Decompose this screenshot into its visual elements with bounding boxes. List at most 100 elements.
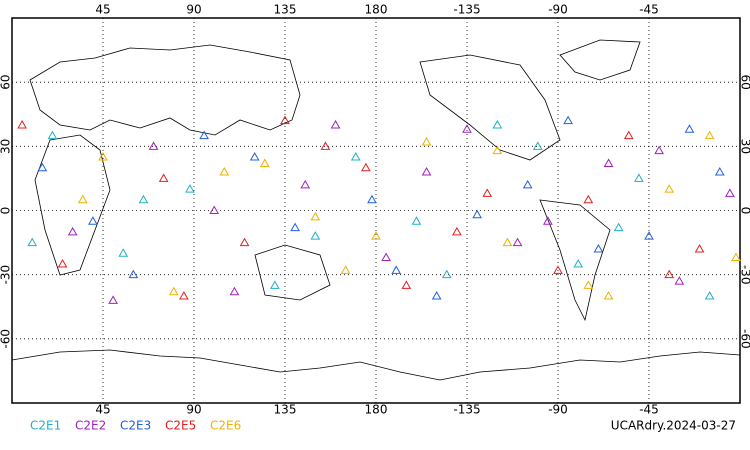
observation-marker <box>98 152 108 161</box>
y-tick-label: 60 <box>0 75 13 90</box>
observation-marker <box>361 162 371 172</box>
observation-marker <box>593 243 604 253</box>
observation-marker <box>634 173 644 182</box>
observation-marker <box>290 222 300 232</box>
observation-marker <box>37 162 48 172</box>
observation-marker <box>270 280 280 289</box>
observation-marker <box>340 265 351 274</box>
legend-entry: C2E3 <box>120 419 151 433</box>
observation-marker <box>704 130 715 140</box>
observation-marker <box>77 194 88 204</box>
x-tick-label: 90 <box>186 3 201 17</box>
observation-marker <box>492 145 503 155</box>
observation-marker <box>367 194 377 204</box>
observation-marker <box>47 130 58 140</box>
observation-marker <box>472 209 482 219</box>
x-tick-label: -45 <box>639 403 659 417</box>
observation-marker <box>67 226 78 236</box>
y-tick-label: 0 <box>739 207 750 215</box>
observation-marker <box>664 184 675 193</box>
observation-marker <box>664 269 675 279</box>
y-tick-label: 60 <box>739 75 750 90</box>
observation-marker <box>583 280 594 289</box>
observation-marker <box>462 124 472 133</box>
observation-marker <box>199 130 209 140</box>
y-tick-label: -60 <box>0 329 13 349</box>
observation-marker <box>249 152 260 161</box>
observation-marker <box>441 269 452 279</box>
observation-marker <box>684 124 695 133</box>
observation-marker <box>452 226 462 236</box>
y-tick-label: -30 <box>0 265 13 285</box>
observation-marker <box>704 291 715 300</box>
y-tick-label: 0 <box>0 207 13 215</box>
y-tick-label: -60 <box>739 329 750 349</box>
observation-marker <box>310 231 321 240</box>
observation-marker <box>421 137 432 146</box>
x-tick-label: 90 <box>186 403 201 417</box>
x-tick-label: 135 <box>274 3 297 17</box>
observation-marker <box>185 184 195 193</box>
observation-marker <box>603 291 614 300</box>
observation-marker <box>492 119 503 129</box>
observation-marker <box>219 166 230 176</box>
observation-marker <box>401 280 412 289</box>
observation-marker <box>731 252 741 262</box>
y-tick-label: 30 <box>739 139 750 154</box>
observation-marker <box>644 231 654 240</box>
x-tick-label: 180 <box>365 3 388 17</box>
observation-marker <box>573 258 584 268</box>
observation-marker <box>371 231 381 240</box>
x-tick-label: 45 <box>95 3 110 17</box>
observation-marker <box>583 194 594 204</box>
x-tick-label: 180 <box>365 403 388 417</box>
observation-marker <box>168 286 179 296</box>
observation-marker <box>512 237 523 247</box>
observation-marker <box>532 141 543 150</box>
observation-marker <box>381 252 391 262</box>
observation-marker <box>623 130 634 140</box>
observation-marker <box>27 237 38 247</box>
observation-marker <box>17 119 27 129</box>
observation-marker <box>391 265 402 274</box>
observation-marker <box>138 194 149 204</box>
observation-marker <box>553 265 563 274</box>
observation-marker <box>603 158 614 167</box>
observation-marker <box>158 173 169 182</box>
legend-entry: C2E6 <box>210 419 241 433</box>
x-tick-label: -135 <box>453 3 480 17</box>
x-tick-label: 45 <box>95 403 110 417</box>
observation-marker <box>310 211 321 221</box>
y-tick-label: -30 <box>739 265 750 285</box>
observation-marker <box>674 276 685 285</box>
date-label: UCARdry.2024-03-27 <box>611 419 736 433</box>
observation-marker <box>88 216 98 225</box>
legend-entry: C2E1 <box>30 419 61 433</box>
observation-marker <box>482 188 493 197</box>
observation-marker <box>654 145 664 155</box>
coastlines <box>11 39 741 381</box>
legend-entry: C2E2 <box>75 419 106 433</box>
observation-marker <box>280 115 290 125</box>
x-tick-label: -135 <box>453 403 480 417</box>
x-tick-label: -90 <box>548 403 568 417</box>
observation-marker <box>259 158 270 167</box>
observation-marker <box>118 248 129 257</box>
observation-marker <box>57 258 68 268</box>
observation-marker <box>239 237 250 247</box>
observation-marker <box>543 216 553 225</box>
observation-marker <box>300 179 311 189</box>
observation-marker <box>229 286 240 296</box>
observation-marker <box>431 291 442 300</box>
observation-marker <box>179 291 189 300</box>
observation-marker <box>502 237 513 247</box>
x-tick-label: -45 <box>639 3 659 17</box>
observation-marker <box>209 205 220 214</box>
observation-marker <box>411 216 422 225</box>
observation-marker <box>725 188 735 197</box>
observation-marker <box>330 119 341 129</box>
legend-entry: C2E5 <box>165 419 196 433</box>
observation-marker <box>320 141 331 150</box>
observation-marker <box>421 166 432 176</box>
